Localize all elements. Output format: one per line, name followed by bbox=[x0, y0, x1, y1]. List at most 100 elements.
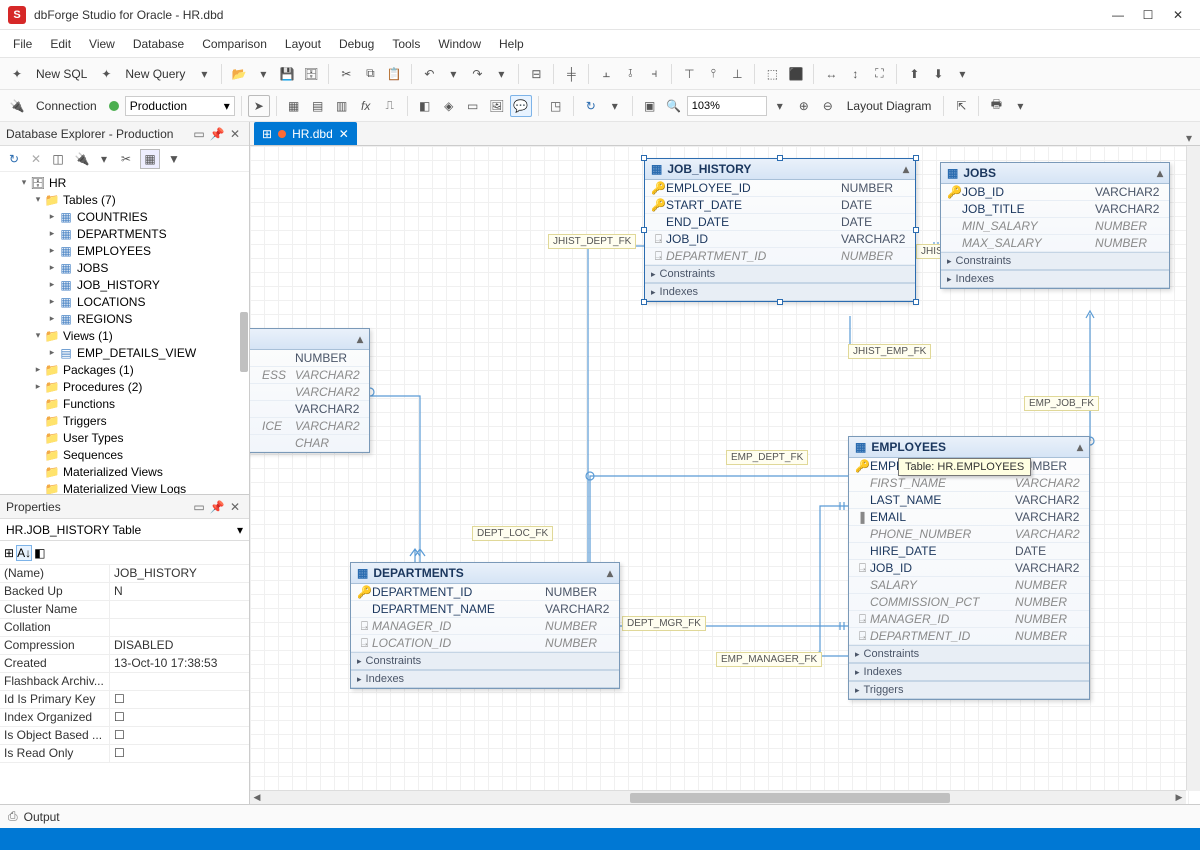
menu-help[interactable]: Help bbox=[490, 33, 533, 55]
save-all-icon[interactable]: 🗄 bbox=[300, 63, 322, 85]
paste-icon[interactable]: 📋 bbox=[383, 63, 405, 85]
column-row[interactable]: VARCHAR2 bbox=[250, 384, 369, 401]
align-left-icon[interactable]: ⫠ bbox=[595, 63, 617, 85]
property-row[interactable]: Is Object Based ...☐ bbox=[0, 727, 249, 745]
menu-layout[interactable]: Layout bbox=[276, 33, 330, 55]
column-row[interactable]: 🔑DEPARTMENT_IDNUMBER bbox=[351, 584, 619, 601]
fx-icon[interactable]: fx bbox=[355, 95, 377, 117]
maximize-button[interactable]: ☐ bbox=[1134, 5, 1162, 25]
fk-label[interactable]: DEPT_LOC_FK bbox=[472, 526, 553, 541]
property-row[interactable]: Cluster Name bbox=[0, 601, 249, 619]
column-row[interactable]: ⍈MANAGER_IDNUMBER bbox=[351, 618, 619, 635]
horizontal-scrollbar[interactable]: ◀ ▶ bbox=[250, 790, 1186, 804]
connection-dropdown[interactable]: Production▾ bbox=[125, 96, 235, 116]
menu-window[interactable]: Window bbox=[429, 33, 490, 55]
tree-item[interactable]: 📁Materialized View Logs bbox=[0, 480, 249, 494]
collapse-icon[interactable]: ▴ bbox=[607, 566, 613, 580]
diagram-canvas[interactable]: JHIST_DEPT_FK JHIST_JOB_FK JHIST_EMP_FK … bbox=[250, 146, 1200, 804]
column-row[interactable]: JOB_TITLEVARCHAR2 bbox=[941, 201, 1169, 218]
minimize-button[interactable]: — bbox=[1104, 5, 1132, 25]
tree-item[interactable]: 📁Sequences bbox=[0, 446, 249, 463]
same-size-icon[interactable]: ⛶ bbox=[868, 63, 890, 85]
delete-icon[interactable]: ✕ bbox=[26, 149, 46, 169]
close-button[interactable]: ✕ bbox=[1164, 5, 1192, 25]
send-back-icon[interactable]: ⬇ bbox=[927, 63, 949, 85]
column-row[interactable]: 🔑START_DATEDATE bbox=[645, 197, 915, 214]
new-query-button[interactable]: New Query bbox=[119, 64, 191, 84]
fk-label[interactable]: EMP_MANAGER_FK bbox=[716, 652, 822, 667]
erd-table-locations_cut[interactable]: ▴NUMBERESSVARCHAR2VARCHAR2VARCHAR2ICEVAR… bbox=[250, 328, 370, 453]
disconnect-icon[interactable]: ✂ bbox=[116, 149, 136, 169]
column-row[interactable]: ⍈MANAGER_IDNUMBER bbox=[849, 611, 1089, 628]
tree-item[interactable]: ▸▦COUNTRIES bbox=[0, 208, 249, 225]
property-row[interactable]: (Name)JOB_HISTORY bbox=[0, 565, 249, 583]
layout-diagram-button[interactable]: Layout Diagram bbox=[841, 96, 938, 116]
align-vcenter-icon[interactable]: ⫯ bbox=[702, 63, 724, 85]
column-row[interactable]: ICEVARCHAR2 bbox=[250, 418, 369, 435]
tree-item[interactable]: ▸📁Packages (1) bbox=[0, 361, 249, 378]
table-section[interactable]: ▸Indexes bbox=[849, 663, 1089, 681]
tree-item[interactable]: 📁Materialized Views bbox=[0, 463, 249, 480]
zoom-icon[interactable]: 🔍 bbox=[663, 95, 685, 117]
tree-item[interactable]: ▸📁Procedures (2) bbox=[0, 378, 249, 395]
tree-item[interactable]: ▸▦DEPARTMENTS bbox=[0, 225, 249, 242]
properties-context[interactable]: HR.JOB_HISTORY Table▾ bbox=[0, 519, 249, 541]
dropdown-arrow-icon[interactable]: ▾ bbox=[951, 63, 973, 85]
tree-item[interactable]: 📁Functions bbox=[0, 395, 249, 412]
collapse-icon[interactable]: ▴ bbox=[903, 162, 909, 176]
tree-item[interactable]: ▾📁Tables (7) bbox=[0, 191, 249, 208]
categorize-icon[interactable]: ⊞ bbox=[4, 546, 14, 560]
distribute-h-icon[interactable]: ⬚ bbox=[761, 63, 783, 85]
tree-item[interactable]: 📁User Types bbox=[0, 429, 249, 446]
output-bar[interactable]: ⎙ Output bbox=[0, 804, 1200, 828]
table-section[interactable]: ▸Indexes bbox=[941, 270, 1169, 288]
tree-item[interactable]: ▸▦JOBS bbox=[0, 259, 249, 276]
scrollbar-thumb[interactable] bbox=[630, 793, 950, 803]
stamp-icon[interactable]: ◈ bbox=[438, 95, 460, 117]
tree-item[interactable]: ▾🗄HR bbox=[0, 174, 249, 191]
explorer-tree[interactable]: ▾🗄HR▾📁Tables (7)▸▦COUNTRIES▸▦DEPARTMENTS… bbox=[0, 172, 249, 494]
tree-item[interactable]: ▾📁Views (1) bbox=[0, 327, 249, 344]
object-filter-icon[interactable]: ▦ bbox=[140, 149, 160, 169]
tree-item[interactable]: ▸▦LOCATIONS bbox=[0, 293, 249, 310]
column-row[interactable]: ⍈JOB_IDVARCHAR2 bbox=[849, 560, 1089, 577]
properties-grid[interactable]: (Name)JOB_HISTORYBacked UpNCluster NameC… bbox=[0, 565, 249, 804]
table-section[interactable]: ▸Constraints bbox=[351, 652, 619, 670]
erd-table-jobs[interactable]: ▦JOBS▴🔑JOB_IDVARCHAR2JOB_TITLEVARCHAR2MI… bbox=[940, 162, 1170, 289]
column-row[interactable]: NUMBER bbox=[250, 350, 369, 367]
column-row[interactable]: ⍈DEPARTMENT_IDNUMBER bbox=[849, 628, 1089, 645]
scroll-right-icon[interactable]: ▶ bbox=[1172, 792, 1186, 803]
column-row[interactable]: ESSVARCHAR2 bbox=[250, 367, 369, 384]
filter-icon[interactable]: ▼ bbox=[164, 149, 184, 169]
align-right-icon[interactable]: ⫞ bbox=[643, 63, 665, 85]
dropdown-arrow-icon[interactable]: ▾ bbox=[442, 63, 464, 85]
zoom-in-icon[interactable]: ⊕ bbox=[793, 95, 815, 117]
menu-database[interactable]: Database bbox=[124, 33, 193, 55]
window-position-icon[interactable]: ▭ bbox=[191, 499, 207, 515]
dropdown-arrow-icon[interactable]: ▾ bbox=[604, 95, 626, 117]
property-row[interactable]: Collation bbox=[0, 619, 249, 637]
fit-icon[interactable]: ▣ bbox=[639, 95, 661, 117]
new-diagram-icon[interactable]: ◳ bbox=[545, 95, 567, 117]
window-position-icon[interactable]: ▭ bbox=[191, 126, 207, 142]
table-section[interactable]: ▸Triggers bbox=[849, 681, 1089, 699]
property-row[interactable]: Flashback Archiv... bbox=[0, 673, 249, 691]
new-query-icon[interactable]: ✦ bbox=[95, 63, 117, 85]
redo-icon[interactable]: ↷ bbox=[466, 63, 488, 85]
column-row[interactable]: 🔑EMPLOYEE_IDNUMBER bbox=[645, 180, 915, 197]
fk-label[interactable]: JHIST_EMP_FK bbox=[848, 344, 931, 359]
column-row[interactable]: END_DATEDATE bbox=[645, 214, 915, 231]
dropdown-arrow-icon[interactable]: ▾ bbox=[252, 63, 274, 85]
grid-icon[interactable]: ▤ bbox=[307, 95, 329, 117]
fk-label[interactable]: EMP_JOB_FK bbox=[1024, 396, 1099, 411]
align-bottom-icon[interactable]: ⊥ bbox=[726, 63, 748, 85]
print-icon[interactable]: 🖶 bbox=[985, 95, 1007, 117]
fk-label[interactable]: EMP_DEPT_FK bbox=[726, 450, 808, 465]
table-icon[interactable]: ▦ bbox=[283, 95, 305, 117]
save-icon[interactable]: 💾 bbox=[276, 63, 298, 85]
column-row[interactable]: ❚EMAILVARCHAR2 bbox=[849, 509, 1089, 526]
menu-view[interactable]: View bbox=[80, 33, 124, 55]
same-width-icon[interactable]: ↔ bbox=[820, 63, 842, 85]
align-hcenter-icon[interactable]: ⫱ bbox=[619, 63, 641, 85]
selection-handle[interactable] bbox=[913, 227, 919, 233]
